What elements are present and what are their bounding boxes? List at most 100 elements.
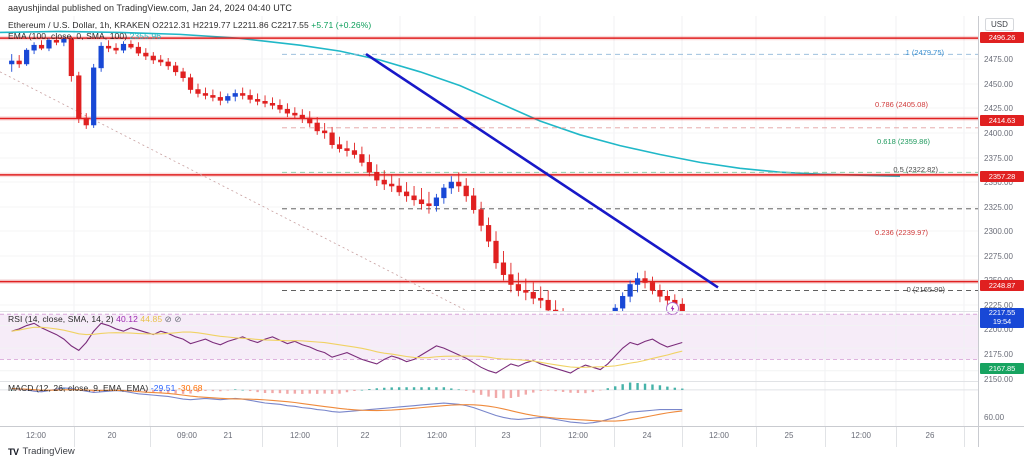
attribution-text: aayushjindal published on TradingView.co… <box>8 3 293 13</box>
time-axis-separator <box>475 427 476 447</box>
time-axis-tick: 12:00 <box>567 431 589 440</box>
last-price-badge: 2217.55 19:54 <box>980 308 1024 328</box>
macd-histogram-bar <box>576 389 580 393</box>
candle-body <box>642 278 648 283</box>
time-axis-tick: 12:00 <box>25 431 47 440</box>
price-chart-pane[interactable]: Ethereum / U.S. Dollar, 1h, KRAKEN O2212… <box>0 16 978 315</box>
candle-body <box>336 144 343 149</box>
macd-histogram-bar <box>323 389 326 394</box>
macd-histogram-bar <box>40 389 43 392</box>
candle-body <box>143 52 149 57</box>
fib-0786-badge: 2414.63 <box>980 115 1024 126</box>
candle-body <box>307 117 313 124</box>
candle-body <box>381 179 387 185</box>
macd-histogram-bar <box>412 387 416 390</box>
macd-histogram-bar <box>204 389 207 391</box>
time-axis-separator <box>896 427 897 447</box>
macd-histogram-bar <box>17 389 21 391</box>
macd-histogram-bar <box>524 389 528 395</box>
candle-body <box>634 278 641 285</box>
macd-histogram-bar <box>681 388 684 390</box>
candle-body <box>98 45 104 69</box>
candle-body <box>500 262 507 275</box>
macd-histogram-bar <box>591 389 595 393</box>
macd-histogram-bar <box>308 389 311 394</box>
time-axis-separator <box>682 427 683 447</box>
candle-body <box>456 181 462 187</box>
candle-body <box>277 104 283 110</box>
macd-histogram-bar <box>673 387 677 390</box>
macd-histogram-bar <box>293 389 297 394</box>
price-axis-tick: 2425.00 <box>984 104 1013 113</box>
candle-body <box>165 61 171 67</box>
candle-body <box>314 122 320 132</box>
candle-body <box>68 39 74 77</box>
candle-body <box>292 112 298 116</box>
macd-histogram-bar <box>465 389 468 391</box>
macd-histogram-bar <box>569 389 572 393</box>
candle-body <box>389 183 395 187</box>
time-axis-tick: 26 <box>925 431 935 440</box>
candle-body <box>679 303 685 312</box>
candle-body <box>83 117 89 126</box>
macd-histogram-bar <box>621 384 624 390</box>
axis-corner <box>978 427 1024 447</box>
time-axis-separator <box>74 427 75 447</box>
macd-histogram-bar <box>606 388 609 390</box>
candle-body <box>545 299 551 311</box>
fib-0618-badge: 2357.28 <box>980 171 1024 182</box>
macd-histogram-bar <box>554 389 557 392</box>
indicator-axis-tick: 60.00 <box>984 413 1005 422</box>
price-axis[interactable]: USD 2475.00 2450.00 2425.00 2400.00 2375.00 2… <box>978 16 1024 446</box>
price-axis-tick: 2225.00 <box>984 301 1013 310</box>
candle-body <box>262 101 268 104</box>
ema-100-line <box>0 30 901 177</box>
rsi-pane[interactable]: RSI (14, close, SMA, 14, 2) 40.12 44.85 … <box>0 312 978 382</box>
macd-histogram-bar <box>353 389 356 391</box>
candle-body <box>538 297 544 301</box>
macd-histogram-bar <box>532 389 535 393</box>
macd-histogram-bar <box>435 387 438 390</box>
macd-histogram-bar <box>144 389 148 393</box>
candle-body <box>247 95 253 100</box>
macd-plot[interactable] <box>0 382 978 426</box>
macd-histogram-bar <box>375 388 379 390</box>
candle-body <box>225 96 231 101</box>
candle-body <box>396 185 402 193</box>
macd-histogram-bar <box>338 389 341 394</box>
candle-body <box>217 97 223 101</box>
macd-histogram-bar <box>137 389 140 393</box>
fib-level-label: 0.236 (2239.97) <box>875 228 928 237</box>
macd-pane[interactable]: MACD (12, 26, close, 9, EMA, EMA) -29.51… <box>0 382 978 426</box>
time-axis-separator <box>150 427 151 447</box>
candle-body <box>24 49 30 65</box>
candle-body <box>620 295 626 309</box>
time-axis[interactable]: 12:00 20 09:00 21 12:00 22 12:00 23 12:00 24 12:00… <box>0 426 1024 447</box>
macd-histogram-bar <box>494 389 498 398</box>
macd-histogram-bar <box>502 389 505 399</box>
candle-body <box>254 99 261 102</box>
last-price-value: 2217.55 <box>988 308 1016 317</box>
macd-histogram-bar <box>345 389 349 393</box>
price-axis-tick: 2375.00 <box>984 154 1013 163</box>
macd-histogram-bar <box>457 389 460 391</box>
candle-body <box>433 197 440 207</box>
macd-histogram-bar <box>420 387 423 390</box>
axis-currency-label: USD <box>985 18 1014 31</box>
price-plot[interactable] <box>0 16 978 312</box>
rsi-plot[interactable] <box>0 312 978 382</box>
candle-body <box>359 154 365 163</box>
price-axis-tick: 2450.00 <box>984 80 1013 89</box>
macd-histogram-bar <box>628 382 632 390</box>
candle-body <box>61 39 67 43</box>
rsi-sma-line <box>11 326 683 368</box>
candle-body <box>627 284 633 297</box>
fib-level-label: 0.618 (2359.86) <box>877 137 930 146</box>
macd-histogram-bar <box>487 389 490 397</box>
time-axis-tick: 12:00 <box>426 431 448 440</box>
macd-histogram-bar <box>442 387 446 390</box>
macd-histogram-bar <box>256 389 259 393</box>
blue-trendline <box>365 52 719 289</box>
macd-histogram-bar <box>390 387 393 390</box>
macd-histogram-bar <box>643 383 647 390</box>
